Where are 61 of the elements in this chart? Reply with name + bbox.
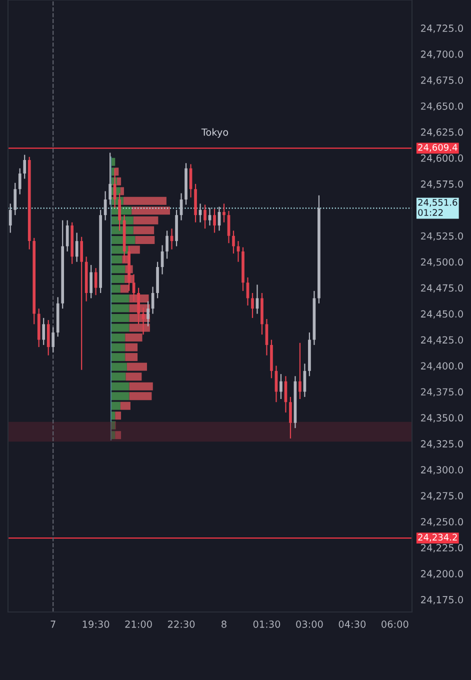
candlestick [280,374,282,400]
candlestick [289,396,292,440]
x-tick-label: 19:30 [82,620,110,628]
candlestick [90,264,93,299]
candlestick [80,236,84,370]
candlestick [75,232,78,262]
y-tick-label: 24,275.0 [421,492,463,500]
y-tick-label: 24,450.0 [421,310,463,319]
candlestick [146,300,150,327]
annotation: Tokyo [201,128,228,138]
candlestick [23,154,26,180]
y-tick-label: 24,475.0 [421,284,463,293]
candlestick [232,230,235,254]
ref-line-label: 24,609.4 [418,144,458,152]
candlestick [222,203,226,223]
candlestick [166,230,168,260]
candlestick [46,319,50,356]
candlestick [213,208,216,234]
y-tick-label: 24,625.0 [421,128,463,137]
candlestick [137,287,140,325]
y-tick-label: 24,725.0 [421,24,463,33]
y-tick-label: 24,250.0 [421,518,463,526]
candlestick [42,317,46,346]
candlestick [118,192,121,232]
candlestick [204,204,206,230]
x-tick-label: 7 [50,620,56,628]
y-tick-label: 24,675.0 [421,76,463,85]
y-tick-label: 24,200.0 [421,570,463,578]
y-tick-label: 24,350.0 [421,414,463,423]
y-tick-label: 24,325.0 [421,440,463,448]
y-tick-label: 24,375.0 [421,388,463,397]
ref-line-label: 24,551.6 01:22 [418,198,458,216]
y-tick-label: 24,525.0 [421,232,463,241]
y-tick-label: 24,500.0 [421,258,463,267]
x-tick-label: 01:30 [253,620,280,628]
candlestick [251,292,254,319]
y-tick-label: 24,575.0 [421,180,463,189]
candlestick [66,220,69,252]
candlestick [52,326,55,353]
candlestick [298,342,302,400]
candlestick [8,203,12,234]
x-tick-label: 8 [222,620,226,628]
x-tick-label: 03:00 [296,620,323,628]
y-tick-label: 24,700.0 [421,50,463,59]
y-tick-label: 24,425.0 [421,336,463,345]
bar [111,294,130,302]
x-tick-label: 22:30 [168,620,195,628]
y-tick-label: 24,175.0 [421,596,463,604]
y-tick-label: 24,225.0 [421,544,463,552]
x-tick-label: 06:00 [382,620,408,628]
y-tick-label: 24,400.0 [421,362,463,371]
candlestick [18,168,22,195]
ref-line-label: 24,234.2 [418,534,457,542]
candlestick [94,268,98,296]
candlestick [14,182,17,216]
candlestick [208,207,212,226]
x-tick-label: 04:30 [338,620,366,628]
y-tick-label: 24,600.0 [421,154,463,163]
y-tick-label: 24,300.0 [421,466,463,474]
y-tick-label: 24,650.0 [421,102,463,111]
x-tick-label: 21:00 [125,620,152,628]
